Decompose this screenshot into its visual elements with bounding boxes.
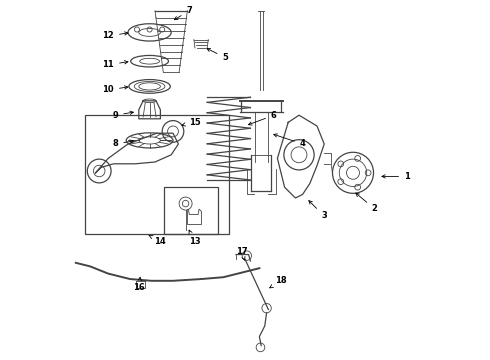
Text: 3: 3 (309, 201, 327, 220)
Text: 2: 2 (356, 193, 377, 213)
Text: 13: 13 (189, 230, 200, 246)
Text: 4: 4 (274, 134, 306, 148)
Text: 9: 9 (113, 111, 133, 120)
Text: 11: 11 (102, 60, 128, 69)
Text: 8: 8 (113, 139, 133, 148)
Text: 7: 7 (174, 6, 192, 20)
Text: 14: 14 (149, 235, 166, 246)
Text: 12: 12 (102, 31, 128, 40)
Text: 5: 5 (207, 49, 228, 62)
Text: 16: 16 (133, 277, 145, 292)
Text: 18: 18 (270, 276, 287, 288)
Text: 6: 6 (248, 111, 277, 125)
Text: 10: 10 (102, 85, 128, 94)
Text: 17: 17 (236, 248, 247, 260)
Text: 15: 15 (182, 118, 200, 127)
Text: 1: 1 (382, 172, 410, 181)
